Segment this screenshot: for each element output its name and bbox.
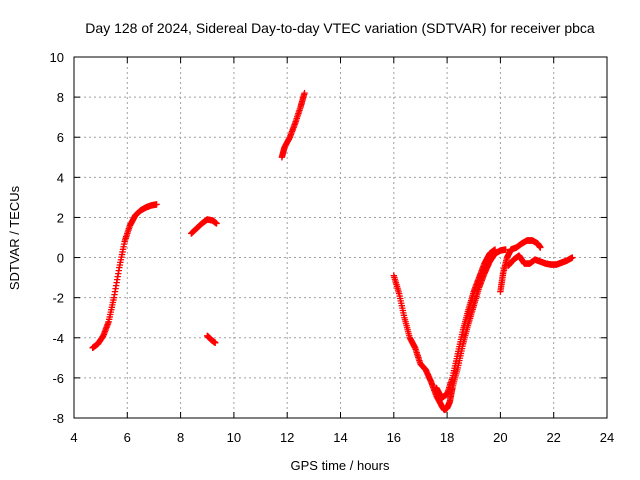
- data-points: [89, 89, 576, 414]
- y-tick-label: -2: [52, 291, 64, 306]
- y-tick-label: 4: [57, 170, 64, 185]
- x-axis-label: GPS time / hours: [291, 458, 390, 473]
- data-point: [569, 254, 576, 261]
- x-tick-label: 24: [600, 430, 614, 445]
- series-segment-6: [433, 246, 499, 402]
- x-tick-label: 14: [333, 430, 347, 445]
- x-tick-label: 6: [124, 430, 131, 445]
- y-tick-label: -4: [52, 331, 64, 346]
- y-tick-label: 6: [57, 130, 64, 145]
- series-segment-3: [204, 332, 219, 346]
- y-tick-label: 8: [57, 90, 64, 105]
- grid-lines: [74, 57, 607, 418]
- x-tick-label: 8: [177, 430, 184, 445]
- y-tick-label: 2: [57, 210, 64, 225]
- x-tick-label: 22: [546, 430, 560, 445]
- data-point: [153, 201, 160, 208]
- series-segment-2: [188, 216, 220, 237]
- x-tick-label: 20: [493, 430, 507, 445]
- data-point: [301, 89, 308, 97]
- data-point: [213, 220, 220, 227]
- series-segment-7: [497, 237, 544, 295]
- series-segment-8: [505, 252, 576, 269]
- data-point: [537, 244, 544, 251]
- y-axis-label: SDTVAR / TECUs: [7, 185, 22, 290]
- data-point: [212, 339, 219, 346]
- y-tick-label: -6: [52, 371, 64, 386]
- data-point: [491, 246, 499, 253]
- y-tick-label: 0: [57, 251, 64, 266]
- series-segment-4: [278, 89, 308, 161]
- x-tick-label: 10: [227, 430, 241, 445]
- chart-title: Day 128 of 2024, Sidereal Day-to-day VTE…: [85, 20, 595, 36]
- x-tick-label: 18: [440, 430, 454, 445]
- x-tick-label: 12: [280, 430, 294, 445]
- y-tick-label: 10: [50, 50, 64, 65]
- x-tick-label: 16: [387, 430, 401, 445]
- y-tick-label: -8: [52, 411, 64, 426]
- x-tick-label: 4: [70, 430, 77, 445]
- series-segment-1: [89, 201, 160, 352]
